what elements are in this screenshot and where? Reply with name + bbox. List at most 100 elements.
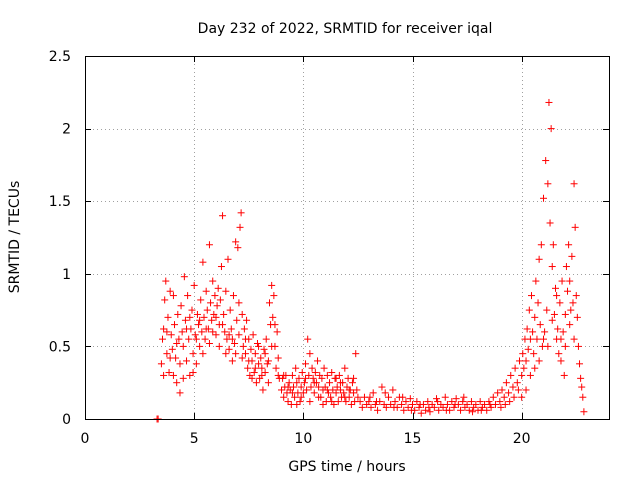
data-point — [566, 321, 574, 329]
data-point — [451, 400, 459, 408]
data-point — [177, 302, 185, 310]
data-point — [332, 389, 340, 397]
data-point — [366, 393, 374, 401]
data-point — [235, 331, 243, 339]
data-point — [526, 335, 534, 343]
x-tick-labels: 0 5 10 15 20 — [81, 431, 531, 447]
data-point — [557, 357, 565, 365]
data-point — [371, 400, 379, 408]
data-point — [311, 369, 319, 377]
data-point — [298, 369, 306, 377]
data-point — [341, 393, 349, 401]
data-point — [345, 386, 353, 394]
data-point — [476, 398, 484, 406]
data-point — [262, 335, 270, 343]
data-point — [518, 371, 526, 379]
data-point — [537, 241, 545, 249]
data-point — [540, 335, 547, 343]
data-point — [398, 400, 406, 408]
data-point — [425, 403, 433, 411]
data-point — [159, 335, 167, 343]
data-point — [555, 350, 563, 358]
data-point — [278, 386, 285, 394]
data-point — [565, 241, 573, 249]
data-point — [489, 393, 497, 401]
data-point — [327, 393, 335, 401]
data-point — [180, 273, 188, 281]
data-point — [306, 350, 314, 358]
data-point — [171, 321, 179, 329]
data-point — [229, 292, 237, 300]
data-point — [341, 364, 349, 372]
data-point — [323, 371, 331, 379]
data-point — [548, 316, 556, 324]
data-point — [157, 360, 165, 368]
data-point — [169, 292, 177, 300]
data-point — [426, 408, 434, 416]
data-point — [509, 383, 517, 391]
data-point — [450, 403, 458, 411]
data-point — [261, 350, 269, 358]
data-point — [561, 342, 569, 350]
data-point — [577, 374, 585, 382]
data-point — [510, 393, 518, 401]
data-point — [541, 328, 549, 336]
data-point — [284, 383, 292, 391]
data-point — [272, 364, 280, 372]
data-point — [413, 398, 421, 406]
data-point — [196, 342, 204, 350]
data-point — [227, 325, 235, 333]
data-point — [328, 398, 336, 406]
data-point — [232, 238, 240, 246]
data-point — [533, 335, 541, 343]
data-point — [365, 398, 373, 406]
data-point — [220, 310, 228, 318]
data-point — [435, 406, 443, 414]
data-point — [527, 292, 535, 300]
data-point — [530, 350, 538, 358]
data-point — [295, 374, 303, 382]
data-point — [417, 409, 425, 417]
data-point — [216, 296, 224, 304]
data-point — [526, 371, 534, 379]
data-point — [318, 374, 326, 382]
data-point — [498, 386, 506, 394]
data-point — [567, 306, 575, 314]
data-point — [571, 223, 579, 231]
data-point — [399, 393, 407, 401]
data-point — [209, 277, 217, 285]
data-point — [310, 389, 318, 397]
data-point — [545, 98, 553, 106]
data-point — [189, 369, 197, 377]
data-point — [169, 371, 177, 379]
x-tick-label: 15 — [404, 431, 422, 447]
data-point — [231, 339, 239, 347]
data-point — [562, 263, 570, 271]
data-point — [183, 325, 191, 333]
data-point — [179, 342, 187, 350]
data-point — [472, 400, 480, 408]
data-point — [315, 383, 323, 391]
data-point — [160, 325, 168, 333]
data-point — [163, 328, 171, 336]
data-point — [549, 241, 557, 249]
data-point — [306, 398, 314, 406]
data-point — [579, 393, 587, 401]
data-point — [268, 342, 276, 350]
data-point — [433, 395, 441, 403]
data-point — [515, 357, 523, 365]
data-point — [564, 287, 572, 295]
data-point — [340, 389, 348, 397]
data-point — [214, 284, 222, 292]
data-point — [273, 328, 281, 336]
data-point — [406, 395, 414, 403]
data-point — [176, 360, 184, 368]
data-point — [202, 325, 210, 333]
data-point — [522, 386, 530, 394]
data-point — [448, 398, 456, 406]
data-point — [353, 386, 361, 394]
data-point — [559, 328, 567, 336]
data-point — [212, 331, 220, 339]
data-point — [219, 212, 227, 220]
data-point — [501, 400, 509, 408]
